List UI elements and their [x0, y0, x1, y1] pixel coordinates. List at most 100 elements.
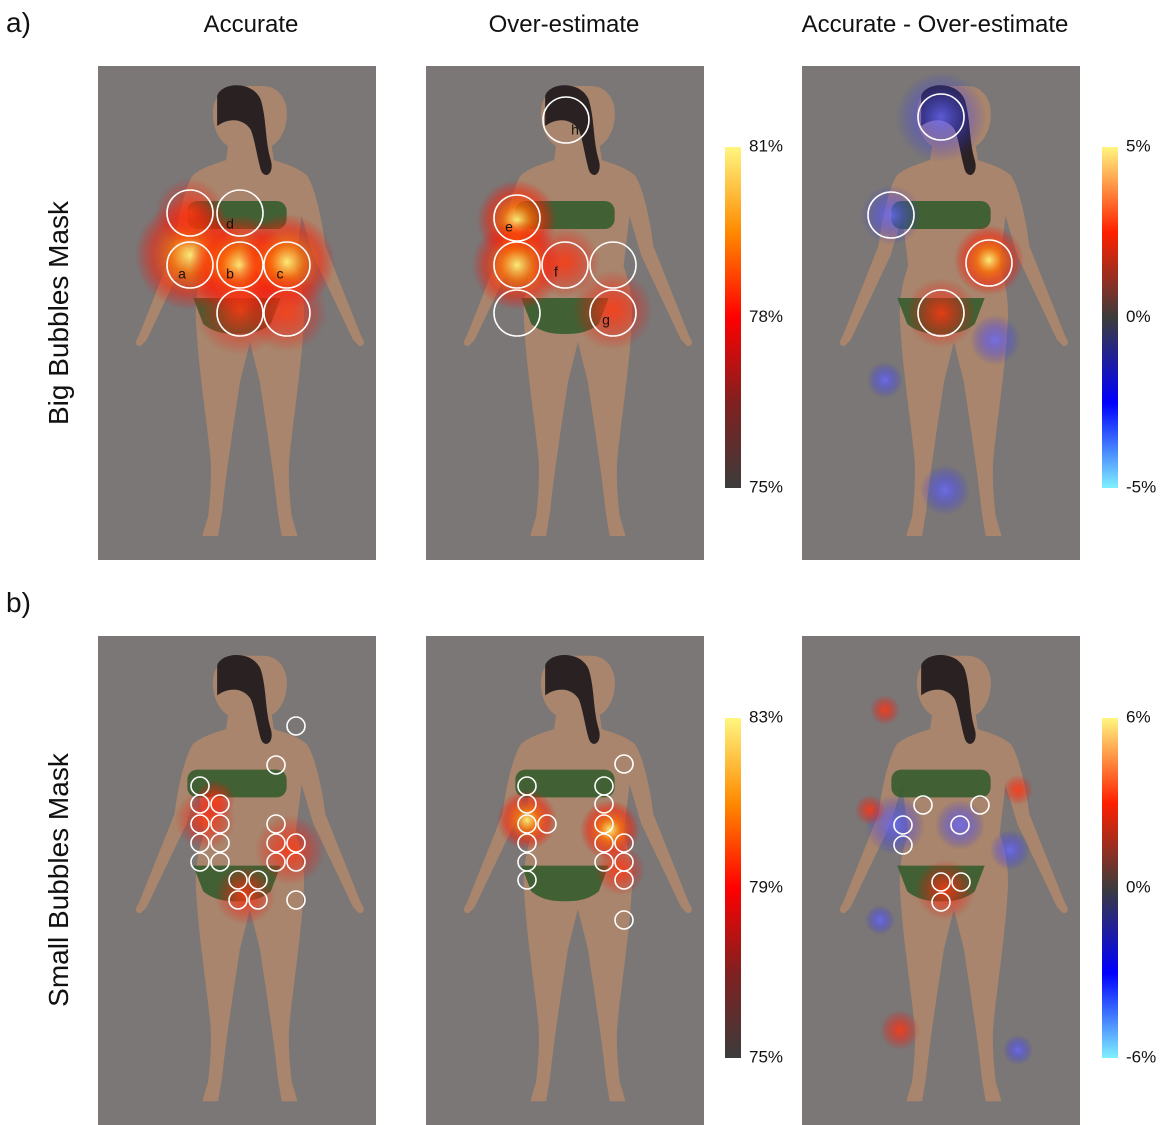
bubble-ring [286, 890, 306, 910]
bubble-ring [228, 870, 248, 890]
bubble-ring [166, 241, 214, 289]
bubble-ring [917, 93, 965, 141]
heat-blob [195, 780, 235, 820]
bubble-ring [614, 754, 634, 774]
bubble-ring [210, 833, 230, 853]
bubble-ring [517, 870, 537, 890]
bubble-ring [166, 189, 214, 237]
bubble-ring [266, 833, 286, 853]
colorbar-tick-label: 81% [749, 136, 783, 155]
heat-blob [896, 72, 986, 162]
colorbar-tick-label: 79% [749, 877, 783, 896]
bubble-ring [594, 814, 614, 834]
bubble-ring [263, 289, 311, 337]
panel-label: a) [6, 7, 31, 38]
colorbar-tick-label: 75% [749, 477, 783, 496]
bubble-ring [286, 852, 306, 872]
panel [426, 66, 704, 560]
heat-blob [970, 315, 1020, 365]
bubble-ring [965, 239, 1013, 287]
bubble-ring [931, 892, 951, 912]
bubble-ring [266, 755, 286, 775]
bubble-ring [589, 289, 637, 337]
colorbar [725, 147, 741, 488]
heat-blob [155, 178, 225, 248]
heat-blob [855, 795, 885, 825]
bubble-ring [210, 852, 230, 872]
bubble-ring [190, 833, 210, 853]
panel-label: b) [6, 587, 31, 618]
row-label: Big Bubbles Mask [43, 200, 74, 425]
bubble-ring [266, 852, 286, 872]
bubble-ring [517, 833, 537, 853]
panel [802, 636, 1080, 1125]
heat-blob [497, 790, 557, 850]
colorbar-tick-label: 0% [1126, 877, 1151, 896]
colorbar-tick-label: 75% [749, 1047, 783, 1066]
bubble-ring [537, 814, 557, 834]
bubble-ring [913, 795, 933, 815]
bubble-ring [893, 815, 913, 835]
bubble-label: d [226, 216, 234, 232]
bubble-ring [614, 833, 634, 853]
heat-blob [573, 270, 653, 350]
heat-blob [247, 272, 327, 352]
heat-blob [867, 362, 903, 398]
bubble-ring [210, 814, 230, 834]
bubble-ring [216, 241, 264, 289]
bubble-ring [493, 289, 541, 337]
panel [98, 66, 376, 560]
bubble-ring [210, 794, 230, 814]
column-title: Accurate [204, 11, 299, 38]
bubble-ring [286, 833, 306, 853]
heat-blob [920, 465, 970, 515]
bubble-ring [970, 795, 990, 815]
bubble-ring [594, 833, 614, 853]
colorbar-tick-label: 0% [1126, 307, 1151, 326]
heat-blob [880, 1010, 920, 1050]
colorbar [1102, 147, 1118, 488]
bubble-ring [493, 194, 541, 242]
bubble-ring [248, 890, 268, 910]
colorbar-tick-label: 5% [1126, 136, 1151, 155]
bubble-ring [216, 189, 264, 237]
bubble-ring [594, 794, 614, 814]
colorbar-tick-label: 83% [749, 707, 783, 726]
panel [98, 636, 376, 1125]
heat-blob [865, 905, 895, 935]
bubble-ring [542, 96, 590, 144]
bubble-ring [931, 872, 951, 892]
bubble-label: f [554, 264, 558, 280]
bubble-ring [867, 191, 915, 239]
bubble-label: c [277, 266, 284, 282]
colorbar [1102, 718, 1118, 1058]
bubble-ring [248, 870, 268, 890]
bubble-ring [517, 794, 537, 814]
bubble-label: g [602, 312, 610, 328]
bubble-ring [216, 289, 264, 337]
bubble-ring [517, 814, 537, 834]
colorbar-tick-label: 78% [749, 307, 783, 326]
row-label: Small Bubbles Mask [43, 752, 74, 1007]
colorbar-tick-label: -6% [1126, 1047, 1156, 1066]
bubble-label: h [571, 122, 579, 138]
heat-blob [954, 225, 1024, 295]
bubble-ring [614, 910, 634, 930]
bubble-ring [589, 241, 637, 289]
heat-blob [935, 800, 985, 850]
bubble-ring [541, 241, 589, 289]
panel [802, 66, 1080, 560]
heat-blob [1003, 775, 1033, 805]
heat-blob [1003, 1035, 1033, 1065]
heat-blob [906, 278, 976, 348]
bubble-ring [190, 794, 210, 814]
column-title: Over-estimate [489, 11, 640, 38]
bubble-label: e [505, 219, 513, 235]
bubble-ring [614, 870, 634, 890]
bubble-ring [951, 872, 971, 892]
bubble-ring [190, 852, 210, 872]
heat-blob [861, 185, 921, 245]
bubble-ring [950, 815, 970, 835]
bubble-ring [893, 835, 913, 855]
